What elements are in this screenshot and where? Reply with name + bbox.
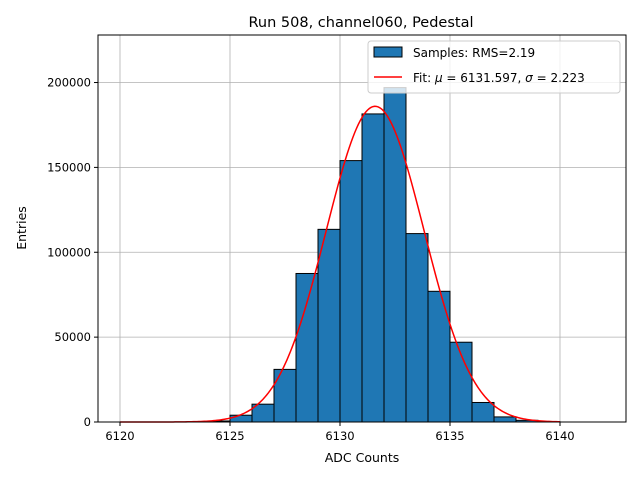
histogram-bar-5	[295, 272, 319, 423]
histogram-bar-8	[361, 113, 385, 423]
x-tick-label-2: 6130	[325, 429, 354, 443]
x-tick-label-3: 6135	[435, 429, 464, 443]
histogram-bar-2	[229, 414, 253, 423]
legend-histogram-label: Samples: RMS=2.19	[413, 46, 535, 60]
plot-frame	[97, 34, 627, 423]
y-tick-label-0: 0	[84, 415, 91, 429]
histogram-bar-6	[317, 228, 341, 423]
chart-title: Run 508, channel060, Pedestal	[248, 15, 473, 31]
histogram-bar-14	[493, 416, 517, 423]
x-tick-label-4: 6140	[545, 429, 574, 443]
histogram-bar-13	[471, 401, 495, 423]
histogram-bars	[185, 87, 561, 423]
x-tick-label-0: 6120	[105, 429, 134, 443]
y-tick-label-3: 150000	[47, 160, 91, 174]
y-tick-label-4: 200000	[47, 76, 91, 90]
histogram-bar-9	[383, 87, 407, 423]
legend-box	[367, 40, 621, 94]
legend-fit-sigma-symbol: σ	[525, 71, 533, 85]
y-tick-label-1: 50000	[54, 330, 91, 344]
legend: Samples: RMS=2.19 Fit: μ = 6131.597, σ =…	[367, 40, 621, 94]
histogram-bar-10	[405, 233, 429, 423]
x-tick-label-1: 6125	[215, 429, 244, 443]
axis-ticks: 6120 6125 6130 6135 6140 0 50000 100000 150000 20…	[47, 76, 575, 443]
y-axis-label: Entries	[14, 206, 29, 250]
legend-histogram-swatch	[373, 46, 403, 58]
x-axis-label: ADC Counts	[325, 450, 400, 465]
legend-fit-sigma-value: = 2.223	[533, 71, 585, 85]
legend-fit-prefix: Fit:	[413, 71, 435, 85]
legend-fit-mu-value: = 6131.597,	[443, 71, 526, 85]
legend-fit-mu-symbol: μ	[434, 71, 443, 85]
legend-fit-label: Fit: μ = 6131.597, σ = 2.223	[413, 71, 585, 85]
histogram-bar-4	[273, 368, 297, 423]
histogram-bar-11	[427, 290, 451, 423]
histogram-bar-7	[339, 160, 363, 423]
y-tick-label-2: 100000	[47, 245, 91, 259]
